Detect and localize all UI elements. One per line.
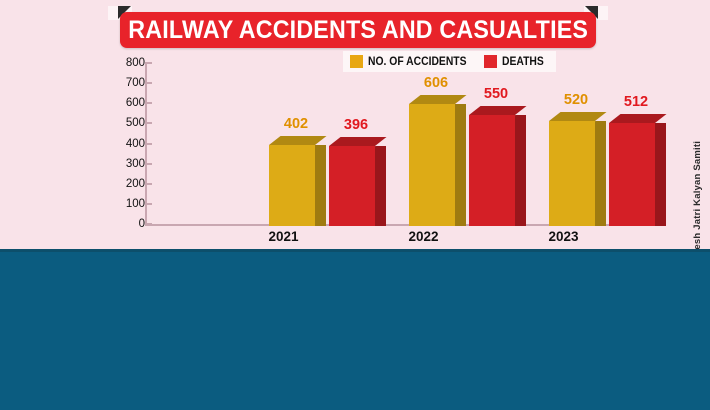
bar-front-face — [609, 122, 655, 226]
bar-chart-plot: 0 100 200 300 400 500 600 700 800 402 396 606 550 52… — [105, 57, 667, 244]
bar-2023-deaths — [609, 113, 667, 226]
bar-value-label-2023-accidents: 520 — [563, 92, 589, 109]
bar-2021-accidents — [269, 136, 327, 226]
y-axis-tickmark-700 — [145, 82, 152, 85]
bar-side-face — [595, 121, 606, 226]
y-axis-tickmark-100 — [145, 202, 152, 205]
quote-panel: Railway operation and maintenance persis… — [0, 249, 710, 410]
bar-front-face — [329, 146, 375, 226]
x-axis-label-2021: 2021 — [268, 229, 299, 244]
bar-side-face — [515, 115, 526, 226]
bar-groups: 402 396 606 550 520 512 — [149, 60, 667, 228]
bar-side-face — [315, 145, 326, 226]
bar-side-face — [375, 146, 386, 226]
bar-front-face — [469, 115, 515, 226]
bar-top-face — [269, 136, 327, 146]
legend-item-accidents: NO. OF ACCIDENTS — [350, 55, 477, 68]
bar-top-face — [469, 106, 527, 116]
bar-2021-deaths — [329, 137, 387, 226]
bar-top-face — [549, 112, 607, 122]
y-axis-tick-300: 300 — [125, 157, 145, 170]
bar-top-face — [609, 113, 667, 123]
page-title-text: RAILWAY ACCIDENTS AND CASUALTIES — [128, 15, 588, 44]
bar-value-label-2023-deaths: 512 — [623, 93, 649, 110]
y-axis-tick-labels: 0 100 200 300 400 500 600 700 800 — [105, 57, 145, 230]
bar-group-2021: 402 396 — [269, 65, 387, 226]
bar-top-face — [409, 95, 467, 105]
y-axis-tick-100: 100 — [125, 197, 145, 210]
legend-label-deaths: DEATHS — [502, 55, 545, 68]
legend-swatch-accidents-icon — [350, 55, 363, 68]
y-axis-tickmark-200 — [145, 182, 152, 185]
x-axis-label-2022: 2022 — [408, 229, 439, 244]
bar-side-face — [655, 122, 666, 226]
y-axis-tickmark-400 — [145, 142, 152, 145]
legend-item-deaths: DEATHS — [484, 55, 548, 68]
bar-value-label-2021-accidents: 402 — [283, 116, 309, 133]
y-axis-tickmark-500 — [145, 122, 152, 125]
x-axis-label-2023: 2023 — [548, 229, 579, 244]
y-axis-tick-600: 600 — [125, 97, 145, 110]
bar-group-2022: 606 550 — [409, 65, 527, 226]
y-axis-tickmark-0 — [145, 223, 152, 225]
bar-value-label-2022-accidents: 606 — [423, 75, 449, 92]
y-axis-tickmark-600 — [145, 102, 152, 105]
legend-swatch-deaths-icon — [484, 55, 498, 68]
y-axis-tick-800: 800 — [125, 57, 145, 69]
y-axis-tickmark-800 — [145, 62, 152, 64]
y-axis-tick-700: 700 — [125, 77, 145, 90]
y-axis-tick-500: 500 — [125, 117, 145, 130]
bar-front-face — [269, 145, 315, 226]
bar-2023-accidents — [549, 112, 607, 226]
bar-2022-accidents — [409, 95, 467, 226]
y-axis-tick-400: 400 — [125, 137, 145, 150]
bar-value-label-2021-deaths: 396 — [343, 117, 369, 134]
y-axis-line — [145, 63, 147, 226]
bar-value-label-2022-deaths: 550 — [483, 86, 509, 103]
y-axis-tick-0: 0 — [138, 218, 145, 230]
y-axis-tick-200: 200 — [125, 177, 145, 190]
page-title: RAILWAY ACCIDENTS AND CASUALTIES — [120, 12, 596, 48]
bar-side-face — [455, 104, 466, 226]
title-banner-wrap: RAILWAY ACCIDENTS AND CASUALTIES — [108, 6, 608, 48]
bar-2022-deaths — [469, 106, 527, 226]
bar-front-face — [409, 104, 455, 226]
legend-label-accidents: NO. OF ACCIDENTS — [368, 55, 467, 68]
y-axis-tickmark-300 — [145, 162, 152, 165]
bar-top-face — [329, 137, 387, 147]
bar-group-2023: 520 512 — [549, 65, 667, 226]
chart-panel: RAILWAY ACCIDENTS AND CASUALTIES NO. OF … — [105, 6, 706, 329]
chart-legend: NO. OF ACCIDENTS DEATHS — [343, 51, 556, 72]
bar-front-face — [549, 121, 595, 226]
chart-source: Source: Bangladesh Jatri Kalyan Samiti — [690, 60, 706, 328]
